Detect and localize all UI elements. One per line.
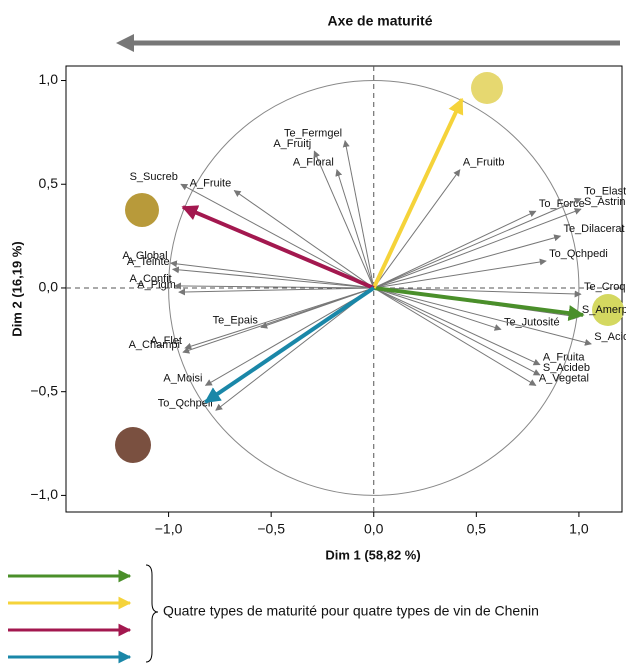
variable-vector — [374, 288, 540, 375]
y-axis-title: Dim 2 (16,19 %) — [9, 241, 24, 336]
x-tick-label: 1,0 — [569, 521, 589, 537]
legend-brace — [146, 565, 158, 662]
variable-vector — [337, 170, 374, 288]
variable-label: To_Qchpell — [158, 397, 213, 409]
variable-label: To_Qchpedi — [549, 248, 608, 260]
variable-label: A_Fruitj — [273, 138, 311, 150]
grape-icon — [125, 193, 159, 227]
variable-label: A_Floral — [293, 157, 334, 169]
grape-icon — [115, 427, 151, 463]
variable-vector — [206, 288, 374, 385]
variable-label: A_Teinte — [127, 256, 170, 268]
chart: Axe de maturité Dim 1 (58,82 %) Dim 2 (1… — [0, 0, 626, 666]
maturity-axis-title: Axe de maturité — [327, 13, 432, 29]
x-axis-title: Dim 1 (58,82 %) — [325, 547, 420, 562]
y-tick-label: 1,0 — [39, 71, 59, 87]
variable-label: Te_Jutosité — [504, 316, 560, 328]
variable-label: A_Fruite — [190, 177, 232, 189]
variable-label: S_Astrinp — [584, 196, 626, 208]
variable-label: A_Pigm — [137, 279, 176, 291]
variable-vector — [374, 288, 536, 385]
variable-vector — [183, 288, 374, 352]
y-tick-label: −0,5 — [30, 382, 58, 398]
variable-label: A_Vegetal — [539, 372, 589, 384]
variable-vector — [374, 261, 546, 288]
variable-label: A_Fruitb — [463, 157, 505, 169]
x-tick-label: −0,5 — [257, 521, 285, 537]
grape-icon — [471, 72, 503, 104]
y-tick-label: 0,5 — [39, 175, 59, 191]
y-tick-label: 0,0 — [39, 279, 59, 295]
variable-label: S_Acidep — [594, 331, 626, 343]
maturity-vector — [206, 288, 374, 402]
x-tick-label: −1,0 — [155, 521, 183, 537]
legend-text: Quatre types de maturité pour quatre typ… — [163, 603, 539, 619]
x-tick-label: 0,0 — [364, 521, 384, 537]
x-tick-label: 0,5 — [467, 521, 487, 537]
maturity-axis-arrowhead — [116, 34, 134, 52]
variable-vector — [374, 199, 581, 288]
maturity-vector — [374, 288, 583, 315]
variable-label: A_Champi — [129, 339, 180, 351]
variable-label: Te_Dilacerat — [563, 223, 624, 235]
variable-vector — [179, 288, 374, 292]
variable-label: Te_Epais — [213, 314, 259, 326]
variable-label: A_Moisi — [163, 372, 202, 384]
variable-label: S_Sucreb — [130, 171, 178, 183]
variable-vector — [345, 141, 374, 288]
variable-label: Te_Croquant — [584, 281, 626, 293]
variable-vector — [374, 170, 460, 288]
y-tick-label: −1,0 — [30, 486, 58, 502]
variable-label: S_Amerp — [582, 304, 626, 316]
